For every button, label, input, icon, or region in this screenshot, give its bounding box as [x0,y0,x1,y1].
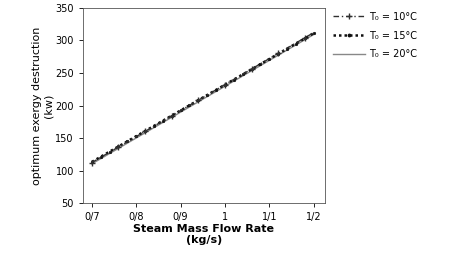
T₀ = 15°C [240,73,246,76]
T₀ = 20°C [266,59,272,62]
T₀ = 15°C [107,150,112,153]
T₀ = 10°C [249,68,255,71]
T₀ = 20°C [98,157,103,160]
T₀ = 20°C [142,131,148,134]
Line: T₀ = 15°C: T₀ = 15°C [90,31,316,164]
T₀ = 20°C [195,100,201,103]
T₀ = 10°C [169,114,174,117]
T₀ = 20°C [89,162,95,166]
T₀ = 15°C [151,124,157,128]
T₀ = 10°C [116,145,121,149]
T₀ = 10°C [302,36,308,39]
Legend: T₀ = 10°C, T₀ = 15°C, T₀ = 20°C: T₀ = 10°C, T₀ = 15°C, T₀ = 20°C [329,8,421,63]
T₀ = 15°C [222,83,228,86]
T₀ = 15°C [160,119,165,122]
T₀ = 15°C [275,52,281,55]
T₀ = 20°C [240,74,246,78]
T₀ = 20°C [151,126,157,129]
T₀ = 15°C [249,68,255,71]
T₀ = 15°C [89,160,95,163]
T₀ = 15°C [231,78,237,81]
Line: T₀ = 20°C: T₀ = 20°C [92,35,314,164]
T₀ = 15°C [125,140,130,143]
T₀ = 20°C [107,152,112,155]
T₀ = 15°C [204,93,210,97]
T₀ = 20°C [231,79,237,83]
T₀ = 20°C [302,38,308,41]
T₀ = 10°C [195,99,201,102]
T₀ = 10°C [275,52,281,55]
T₀ = 20°C [178,111,183,114]
T₀ = 20°C [116,147,121,150]
T₀ = 20°C [125,142,130,145]
T₀ = 20°C [160,121,165,124]
T₀ = 20°C [275,54,281,57]
T₀ = 20°C [222,85,228,88]
T₀ = 15°C [213,88,219,92]
T₀ = 20°C [187,105,192,109]
T₀ = 20°C [293,43,299,46]
T₀ = 20°C [249,69,255,72]
Y-axis label: optimum exergy destruction
(kw): optimum exergy destruction (kw) [32,26,54,185]
T₀ = 10°C [142,130,148,133]
T₀ = 15°C [293,42,299,45]
T₀ = 15°C [257,63,263,66]
T₀ = 20°C [311,33,317,36]
T₀ = 15°C [266,58,272,61]
T₀ = 15°C [133,135,139,138]
T₀ = 15°C [302,37,308,40]
T₀ = 20°C [204,95,210,98]
T₀ = 15°C [195,99,201,102]
T₀ = 20°C [213,90,219,93]
T₀ = 15°C [311,32,317,35]
T₀ = 15°C [142,129,148,133]
X-axis label: Steam Mass Flow Rate
(kg/s): Steam Mass Flow Rate (kg/s) [133,224,274,245]
Line: T₀ = 10°C: T₀ = 10°C [88,34,308,166]
T₀ = 20°C [284,49,290,52]
T₀ = 20°C [133,136,139,140]
T₀ = 15°C [98,155,103,158]
T₀ = 15°C [169,114,174,117]
T₀ = 20°C [169,116,174,119]
T₀ = 15°C [284,47,290,50]
T₀ = 20°C [257,64,263,67]
T₀ = 15°C [178,109,183,112]
T₀ = 10°C [89,161,95,164]
T₀ = 15°C [116,145,121,148]
T₀ = 10°C [222,83,228,86]
T₀ = 15°C [187,104,192,107]
